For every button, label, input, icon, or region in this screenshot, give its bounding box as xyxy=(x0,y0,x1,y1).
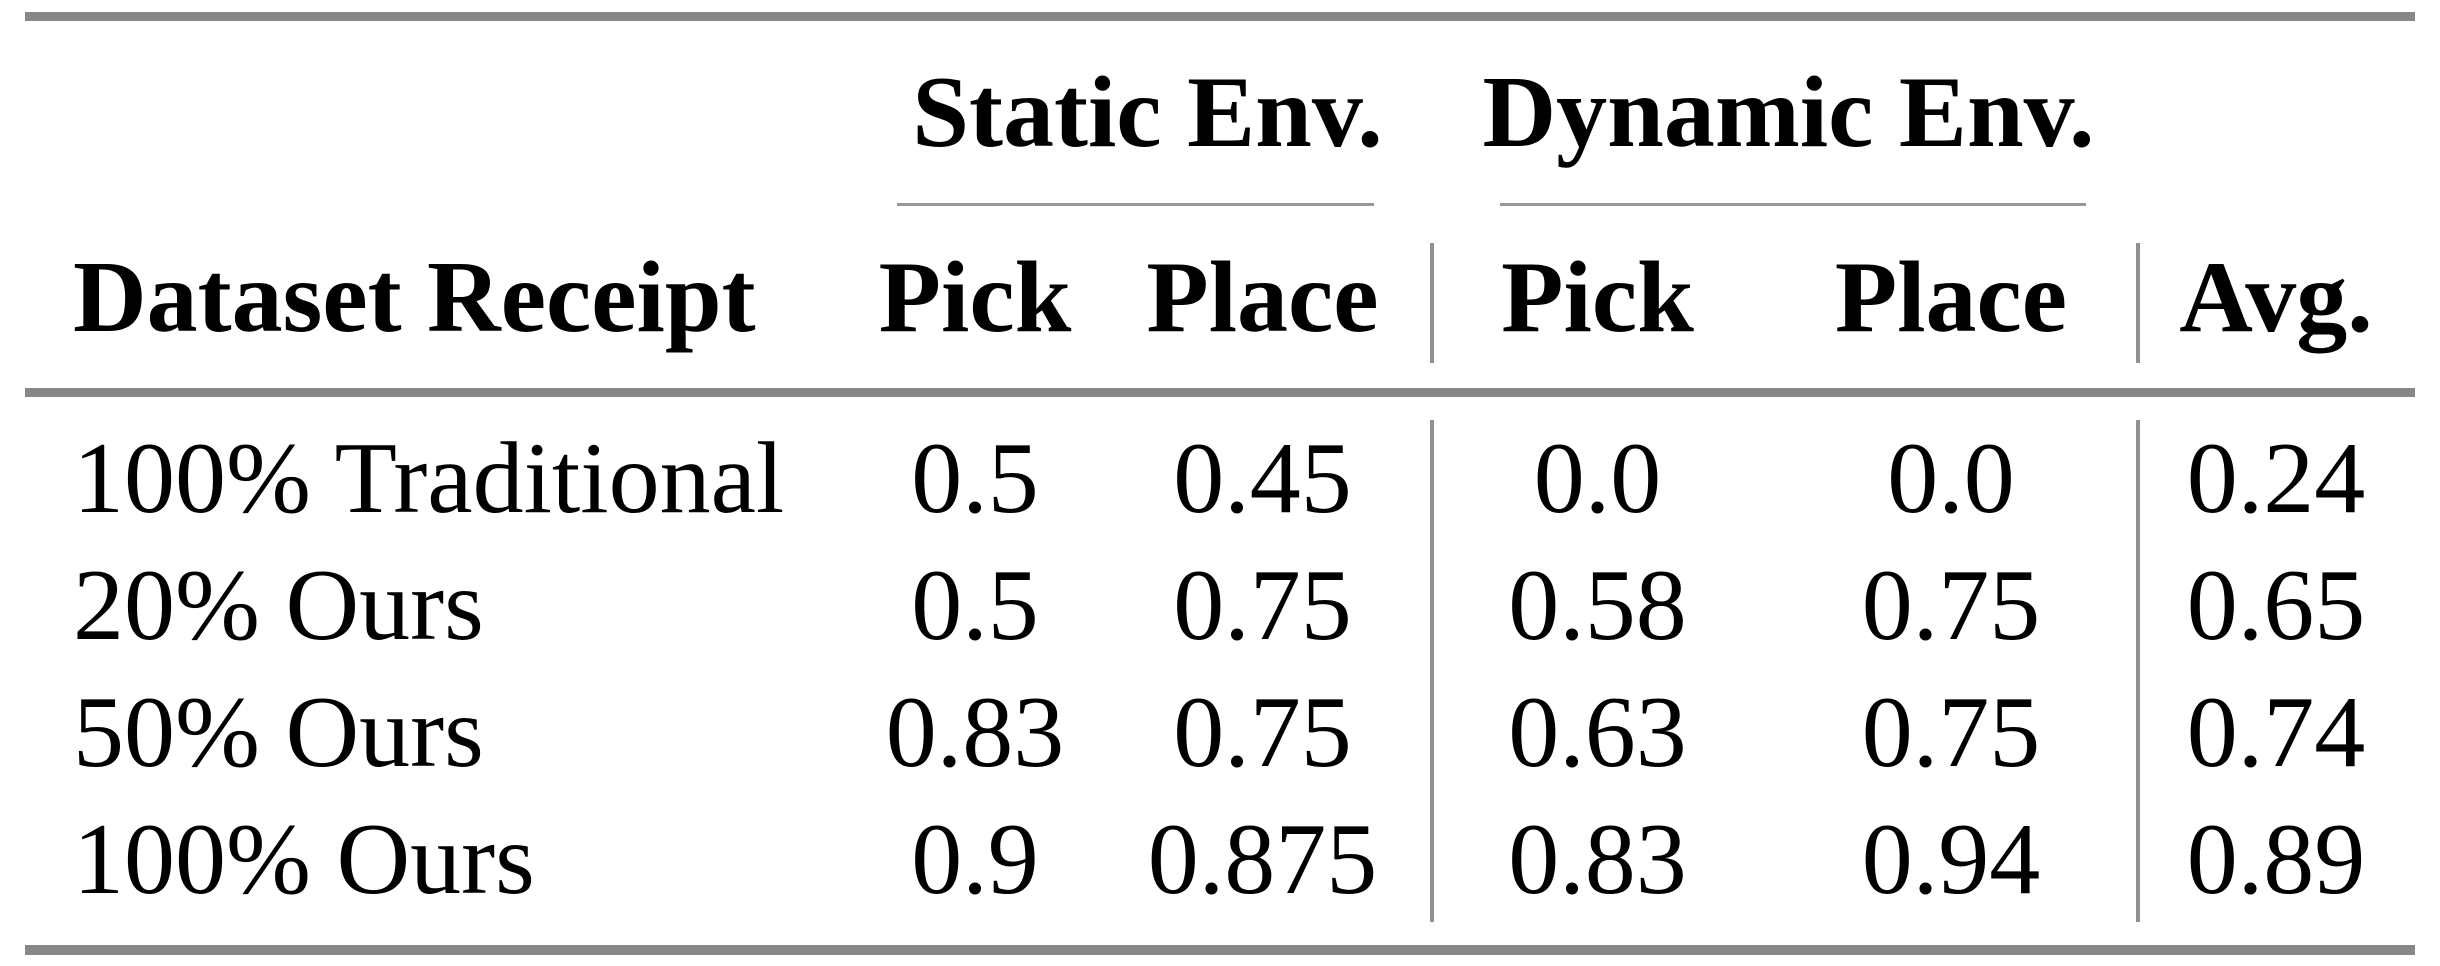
separator-static-dynamic-body xyxy=(1430,420,1434,922)
cell-static-place: 0.75 xyxy=(1173,675,1352,789)
col-header-dynamic-place: Place xyxy=(1834,240,2068,354)
separator-dynamic-avg-header xyxy=(2136,243,2140,363)
cell-static-pick: 0.5 xyxy=(911,548,1039,662)
table-header-rule xyxy=(25,388,2415,397)
cell-dynamic-place: 0.94 xyxy=(1861,802,2041,916)
cell-dynamic-place: 0.75 xyxy=(1861,675,2041,789)
cell-dynamic-place: 0.0 xyxy=(1887,421,2015,535)
table-bottom-rule xyxy=(25,945,2415,955)
row-label: 100% Ours xyxy=(73,802,535,916)
col-header-avg: Avg. xyxy=(2179,240,2373,354)
cell-static-pick: 0.83 xyxy=(885,675,1065,789)
cell-static-place: 0.75 xyxy=(1173,548,1352,662)
cell-dynamic-pick: 0.83 xyxy=(1508,802,1687,916)
static-env-underline xyxy=(897,203,1374,206)
cell-static-place: 0.45 xyxy=(1173,421,1352,535)
cell-dynamic-pick: 0.0 xyxy=(1533,421,1662,535)
cell-dynamic-pick: 0.58 xyxy=(1508,548,1687,662)
dynamic-env-underline xyxy=(1500,203,2086,206)
separator-static-dynamic-header xyxy=(1430,243,1434,363)
col-group-dynamic-env: Dynamic Env. xyxy=(1482,55,2095,169)
row-label: 20% Ours xyxy=(73,548,484,662)
cell-dynamic-pick: 0.63 xyxy=(1508,675,1687,789)
col-header-static-place: Place xyxy=(1146,240,1379,354)
table-grid: Static Env. Dynamic Env. Dataset Receipt… xyxy=(0,20,2440,923)
col-group-static-env: Static Env. xyxy=(912,55,1383,169)
separator-dynamic-avg-body xyxy=(2136,420,2140,922)
col-header-dynamic-pick: Pick xyxy=(1501,240,1694,354)
cell-avg: 0.89 xyxy=(2186,802,2366,916)
row-label: 100% Traditional xyxy=(73,421,785,535)
cell-avg: 0.74 xyxy=(2186,675,2366,789)
cell-static-place: 0.875 xyxy=(1147,802,1378,916)
row-label: 50% Ours xyxy=(73,675,484,789)
cell-avg: 0.65 xyxy=(2186,548,2366,662)
cell-static-pick: 0.5 xyxy=(911,421,1039,535)
cell-dynamic-place: 0.75 xyxy=(1861,548,2041,662)
col-header-static-pick: Pick xyxy=(878,240,1072,354)
cell-static-pick: 0.9 xyxy=(911,802,1039,916)
col-header-dataset-receipt: Dataset Receipt xyxy=(73,240,756,354)
table-top-rule xyxy=(25,12,2415,21)
cell-avg: 0.24 xyxy=(2186,421,2366,535)
